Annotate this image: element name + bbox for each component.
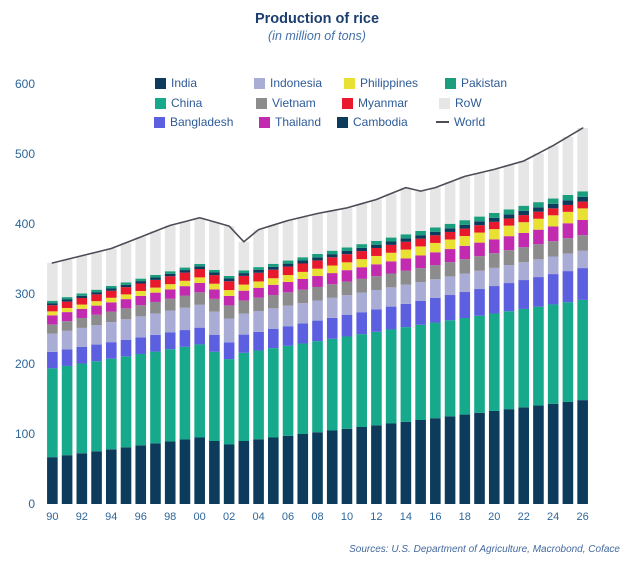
- svg-text:92: 92: [76, 511, 88, 523]
- svg-text:22: 22: [518, 511, 530, 523]
- svg-text:90: 90: [46, 511, 58, 523]
- svg-text:600: 600: [15, 77, 35, 91]
- svg-text:04: 04: [252, 511, 264, 523]
- svg-text:12: 12: [370, 511, 382, 523]
- svg-text:400: 400: [15, 217, 35, 231]
- svg-text:94: 94: [105, 511, 117, 523]
- svg-text:98: 98: [164, 511, 176, 523]
- svg-text:06: 06: [282, 511, 294, 523]
- svg-text:10: 10: [341, 511, 353, 523]
- svg-text:20: 20: [488, 511, 500, 523]
- svg-text:200: 200: [15, 357, 35, 371]
- svg-text:300: 300: [15, 287, 35, 301]
- svg-text:500: 500: [15, 147, 35, 161]
- svg-text:26: 26: [577, 511, 589, 523]
- svg-text:0: 0: [28, 497, 35, 511]
- svg-text:100: 100: [15, 427, 35, 441]
- svg-text:00: 00: [194, 511, 206, 523]
- svg-text:08: 08: [311, 511, 323, 523]
- svg-text:24: 24: [547, 511, 559, 523]
- svg-text:02: 02: [223, 511, 235, 523]
- svg-text:16: 16: [429, 511, 441, 523]
- svg-text:18: 18: [459, 511, 471, 523]
- svg-text:14: 14: [400, 511, 412, 523]
- svg-text:96: 96: [135, 511, 147, 523]
